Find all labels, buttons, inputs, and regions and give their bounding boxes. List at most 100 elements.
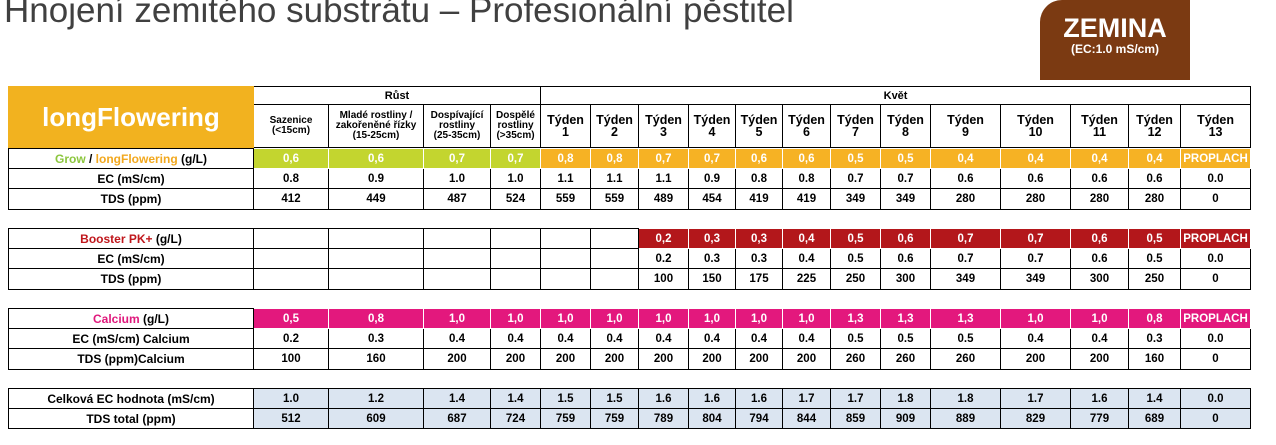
empty-cell	[253, 228, 329, 249]
empty-cell	[590, 228, 639, 249]
column-header-line: Týden	[1017, 113, 1054, 127]
column-header: Týden 7	[830, 104, 882, 148]
cell: 1.6	[1070, 388, 1129, 409]
cell: 0.6	[1128, 168, 1181, 189]
cell: 349	[830, 188, 881, 210]
cell: 1.6	[688, 388, 736, 409]
cell: 0.5	[1128, 248, 1181, 269]
column-header-line: Týden	[740, 113, 778, 127]
cell: 0,4	[1000, 148, 1071, 169]
label-part: Booster PK+	[80, 231, 153, 246]
row-label: EC (mS/cm)	[8, 248, 254, 269]
column-header-line: Týden	[1136, 113, 1173, 127]
column-header-line: Týden	[693, 113, 731, 127]
cell: 759	[590, 408, 639, 429]
cell: 1,0	[490, 308, 541, 329]
cell: 0,6	[328, 148, 424, 169]
cell: 175	[735, 268, 783, 290]
cell: 1,0	[590, 308, 639, 329]
cell: 349	[1000, 268, 1071, 290]
cell: 0.4	[782, 248, 831, 269]
empty-cell	[490, 268, 541, 290]
column-header-line: Týden	[645, 113, 682, 127]
cell: 489	[638, 188, 689, 210]
cell: 512	[253, 408, 329, 429]
cell: 559	[590, 188, 639, 210]
cell: 1.2	[328, 388, 424, 409]
column-header: Týden 6	[782, 104, 832, 148]
cell: 0.4	[782, 328, 831, 349]
row-label: Booster PK+ (g/L)	[8, 228, 254, 249]
column-header: Týden 5	[735, 104, 784, 148]
cell: 0.4	[1070, 328, 1129, 349]
cell: 1.1	[638, 168, 689, 189]
cell: 724	[490, 408, 541, 429]
column-header-line: 4	[708, 125, 716, 139]
column-header-line: Týden	[947, 113, 984, 127]
cell: 0.4	[540, 328, 591, 349]
cell: 0.7	[880, 168, 931, 189]
label-part: EC (mS/cm) Calcium	[72, 331, 190, 346]
cell: 0.3	[1128, 328, 1181, 349]
cell: 0,6	[253, 148, 329, 169]
cell: 0,4	[930, 148, 1001, 169]
empty-cell	[253, 268, 329, 290]
column-header-line: 1	[562, 125, 569, 139]
cell: 1,0	[735, 308, 783, 329]
label-part: TDS (ppm)Calcium	[77, 352, 185, 366]
column-header: Mladé rostliny / zakořeněné řízky (15-25cm…	[328, 104, 424, 148]
cell: 0,7	[688, 148, 736, 169]
cell: 0,5	[830, 228, 881, 249]
column-header-line: rostliny	[438, 120, 476, 131]
cell: 250	[830, 268, 881, 290]
cell: 1.0	[253, 388, 329, 409]
cell: 200	[423, 348, 491, 370]
cell: 0.4	[490, 328, 541, 349]
cell: 1.4	[423, 388, 491, 409]
cell: 1,0	[1070, 308, 1129, 329]
cell: 1.6	[735, 388, 783, 409]
cell: 1.4	[1128, 388, 1181, 409]
row-label: TDS (ppm)	[8, 188, 254, 210]
cell: 260	[880, 348, 931, 370]
cell: 559	[540, 188, 591, 210]
column-header: Týden 3	[638, 104, 690, 148]
column-header-line: Týden	[887, 113, 924, 127]
column-header-line: 11	[1092, 125, 1107, 139]
cell: 300	[1070, 268, 1129, 290]
cell: 300	[880, 268, 931, 290]
cell: 829	[1000, 408, 1071, 429]
cell: 0.8	[782, 168, 831, 189]
cell: 0,6	[1070, 228, 1129, 249]
cell: 1.8	[930, 388, 1001, 409]
cell: 0,6	[880, 228, 931, 249]
column-header-line: rostliny	[497, 120, 534, 131]
column-header-line: Týden	[1081, 113, 1118, 127]
section-table: Booster PK+ (g/L) 0,2 0,3 0,3 0,4 0,5 0,6 0,7 0,…	[8, 228, 1251, 290]
cell: 0.7	[930, 248, 1001, 269]
cell: 1.0	[490, 168, 541, 189]
table-row: Calcium (g/L) 0,5 0,8 1,0 1,0 1,0 1,0 1,0 1,0 1,0…	[8, 308, 1251, 329]
cell: 0.2	[638, 248, 689, 269]
empty-cell	[590, 248, 639, 269]
cell: 859	[830, 408, 881, 429]
column-header-line: Týden	[837, 113, 874, 127]
cell: 1,0	[423, 308, 491, 329]
empty-cell	[590, 268, 639, 290]
empty-cell	[540, 248, 591, 269]
cell: 0.3	[328, 328, 424, 349]
cell: 0.4	[423, 328, 491, 349]
brand: longFlowering	[8, 86, 254, 148]
label-part: TDS total (ppm)	[86, 411, 176, 426]
table-row: TDS total (ppm) 512 609 687 724 759 759 789 804 7…	[8, 408, 1251, 429]
table-row: EC (mS/cm) 0.8 0.9 1.0 1.0 1.1 1.1 1.1 0.9 0.8 0.8…	[8, 168, 1251, 189]
table-row: TDS (ppm)Calcium 100 160 200 200 200 200 200 200…	[8, 348, 1251, 370]
empty-cell	[423, 228, 491, 249]
cell: 844	[782, 408, 831, 429]
cell: 449	[328, 188, 424, 210]
cell: 0.6	[1070, 248, 1129, 269]
column-header-line: 13	[1208, 125, 1223, 139]
badge-title: ZEMINA	[1063, 13, 1167, 43]
cell: 0,7	[638, 148, 689, 169]
cell: 1.0	[423, 168, 491, 189]
